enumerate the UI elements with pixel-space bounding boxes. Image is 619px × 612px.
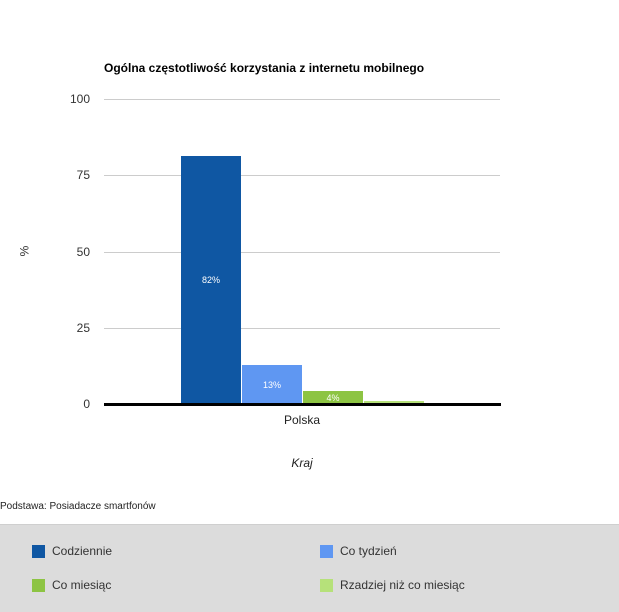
bar-co-tydzien[interactable]: 13% — [242, 365, 302, 404]
y-tick-25: 25 — [76, 321, 90, 335]
legend-swatch — [320, 544, 333, 558]
bar-value-label: 4% — [326, 393, 340, 403]
base-note: Podstawa: Posiadacze smartfonów — [0, 501, 156, 512]
x-tick-label: Polska — [283, 413, 321, 427]
y-tick-50: 50 — [76, 245, 90, 259]
legend-item-co-tydzien[interactable]: Co tydzień — [320, 544, 397, 558]
bar-codziennie[interactable]: 82% — [181, 156, 241, 404]
bar-value-label: 82% — [201, 275, 220, 285]
x-axis-label: Kraj — [291, 456, 313, 470]
y-axis-label: % — [17, 245, 32, 257]
gridline — [104, 328, 500, 329]
gridline — [104, 99, 500, 100]
bar-rzadziej[interactable] — [364, 401, 424, 404]
legend-label: Co tydzień — [340, 544, 397, 558]
legend-label: Rzadziej niż co miesiąc — [340, 578, 465, 592]
y-tick-75: 75 — [76, 168, 90, 182]
legend-swatch — [32, 578, 45, 592]
plot-area — [104, 99, 500, 405]
y-tick-100: 100 — [69, 92, 90, 106]
chart-title: Ogólna częstotliwość korzystania z inter… — [104, 61, 425, 75]
legend-swatch — [320, 578, 333, 592]
bar-value-label: 13% — [262, 380, 281, 390]
gridline — [104, 252, 500, 253]
legend: Codziennie Co tydzień Co miesiąc Rzadzie… — [0, 524, 619, 612]
gridline — [104, 175, 500, 176]
legend-label: Codziennie — [52, 544, 113, 558]
bar-co-miesiac[interactable]: 4% — [303, 391, 363, 404]
legend-item-co-miesiac[interactable]: Co miesiąc — [32, 578, 111, 592]
legend-label: Co miesiąc — [52, 578, 112, 592]
legend-swatch — [32, 544, 45, 558]
legend-item-codziennie[interactable]: Codziennie — [32, 544, 112, 558]
y-tick-0: 0 — [83, 397, 90, 411]
legend-item-rzadziej[interactable]: Rzadziej niż co miesiąc — [320, 578, 465, 592]
x-axis-baseline — [104, 403, 501, 406]
